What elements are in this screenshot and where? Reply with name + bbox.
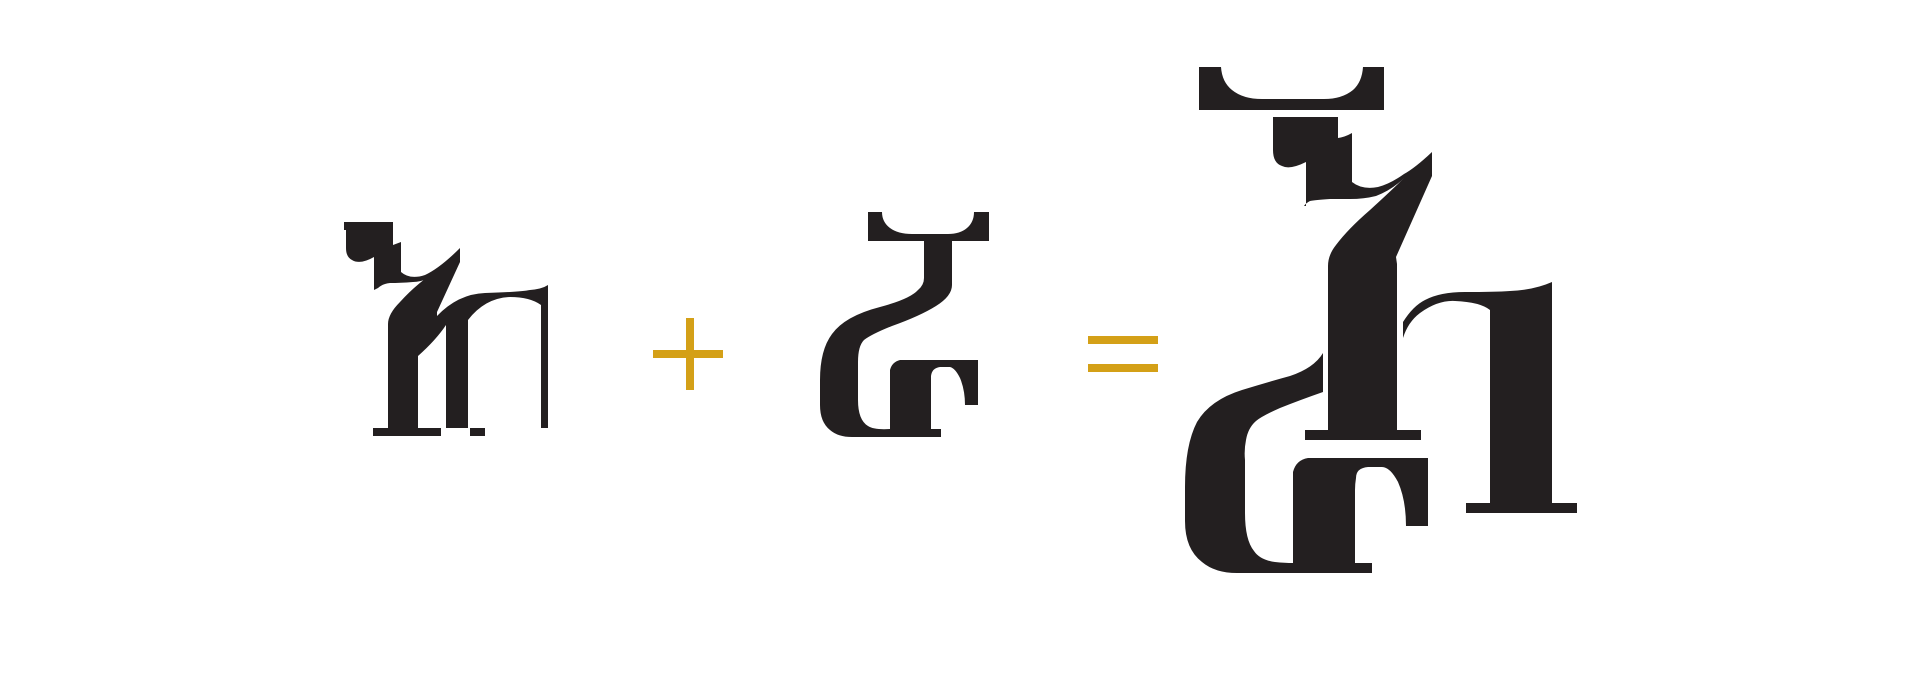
plus-sign-icon [653,318,723,390]
glyph-part-a-icon [344,222,548,436]
glyph-part-b-icon [820,212,989,437]
combined-glyph-icon [1185,67,1577,573]
equals-sign-icon [1088,336,1158,372]
